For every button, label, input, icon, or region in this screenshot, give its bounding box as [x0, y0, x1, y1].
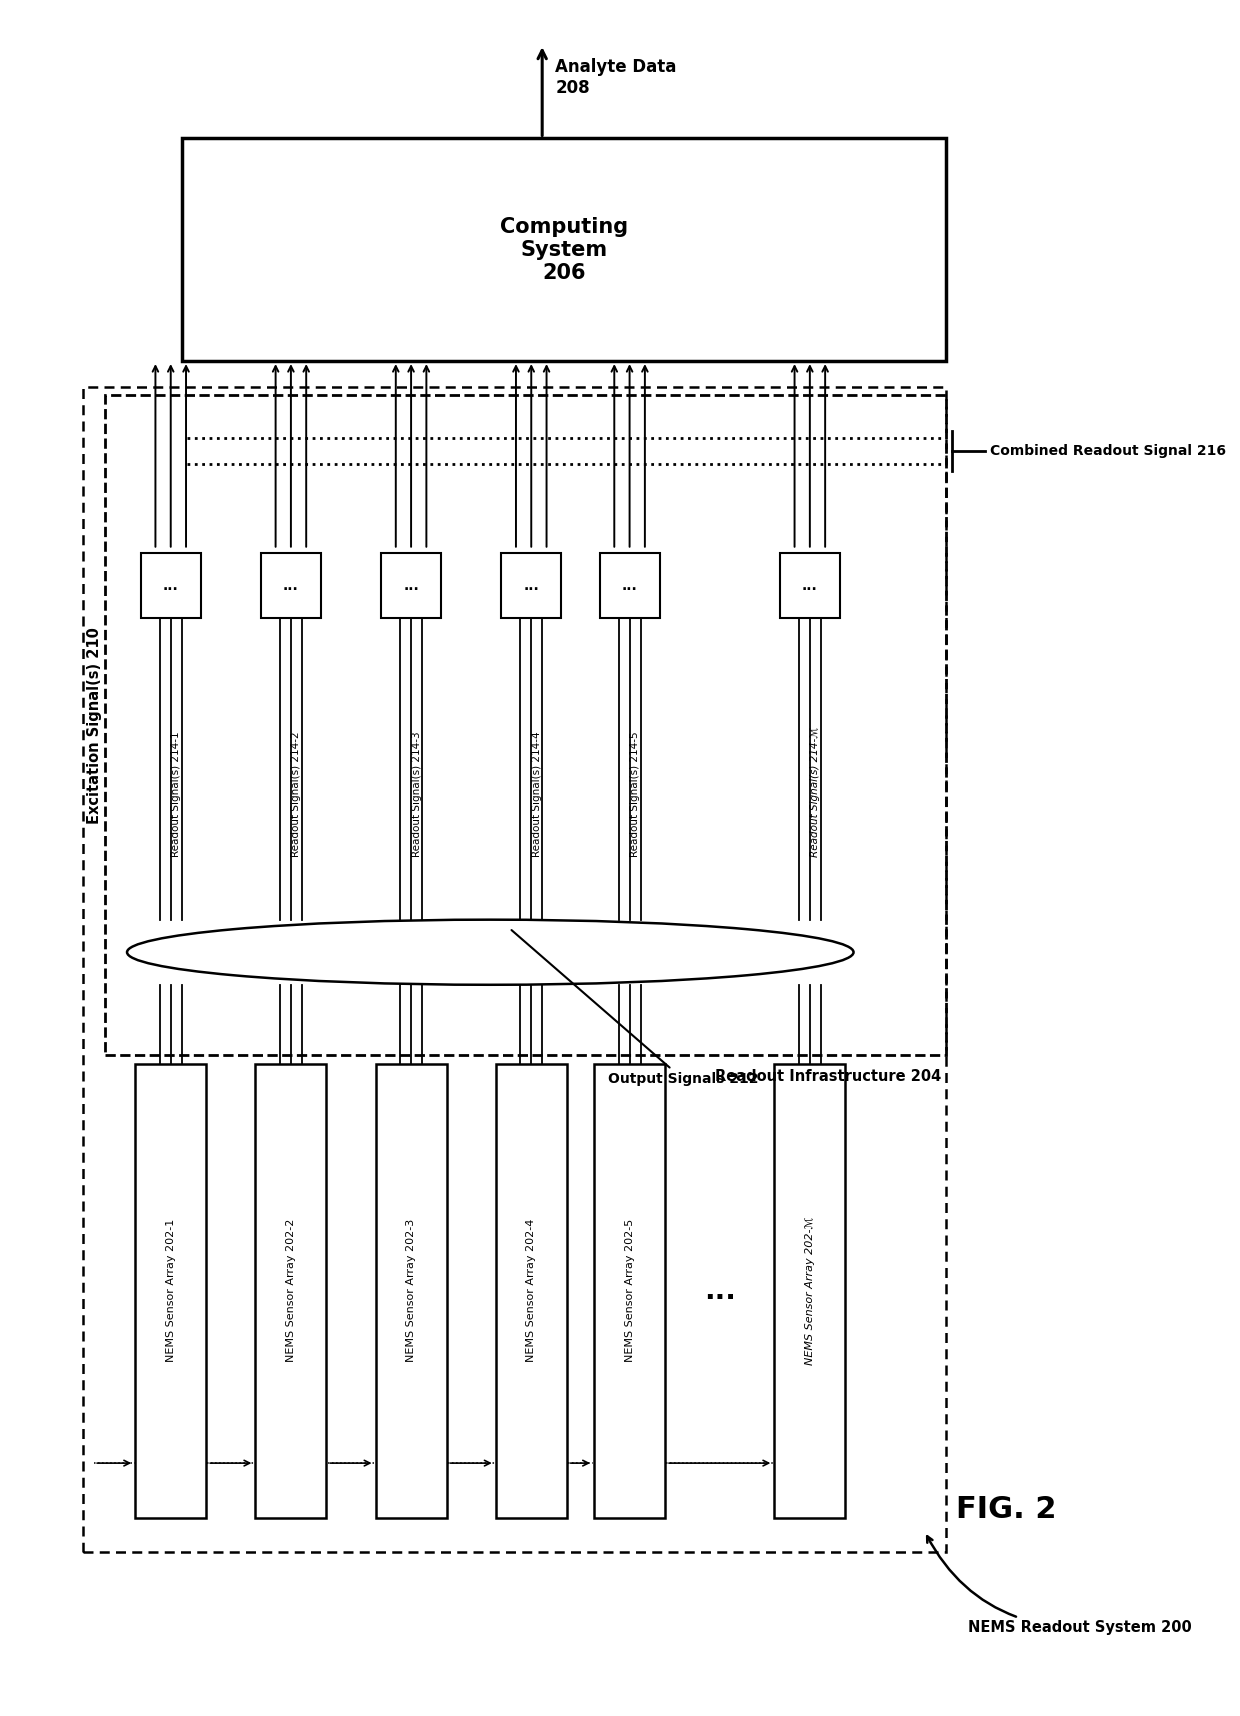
Text: NEMS Sensor Array 202-2: NEMS Sensor Array 202-2 [286, 1218, 296, 1363]
Bar [780, 553, 839, 618]
Bar [105, 395, 946, 1055]
Text: NEMS Sensor Array 202-5: NEMS Sensor Array 202-5 [625, 1218, 635, 1363]
Text: Output Signals 212: Output Signals 212 [512, 930, 758, 1086]
Text: NEMS Readout System 200: NEMS Readout System 200 [928, 1536, 1192, 1635]
Bar [255, 1064, 326, 1517]
Text: ...: ... [704, 1277, 735, 1304]
Text: ...: ... [523, 578, 539, 592]
Text: Readout Signal(s) 214-3: Readout Signal(s) 214-3 [412, 731, 422, 858]
Text: FIG. 2: FIG. 2 [956, 1495, 1056, 1524]
Text: Excitation Signal(s) 210: Excitation Signal(s) 210 [87, 626, 102, 824]
Text: ...: ... [162, 578, 179, 592]
Text: NEMS Sensor Array 202-ℳ: NEMS Sensor Array 202-ℳ [805, 1217, 815, 1364]
Text: Readout Signal(s) 214-2: Readout Signal(s) 214-2 [291, 731, 301, 858]
Bar [496, 1064, 567, 1517]
Text: Computing
System
206: Computing System 206 [500, 216, 629, 283]
Bar [140, 553, 201, 618]
Text: Readout Infrastructure 204: Readout Infrastructure 204 [714, 1069, 941, 1085]
Text: Readout Signal(s) 214-ℳ: Readout Signal(s) 214-ℳ [810, 728, 821, 858]
Bar [594, 1064, 665, 1517]
Ellipse shape [126, 920, 853, 985]
Bar [83, 386, 946, 1551]
Text: NEMS Sensor Array 202-1: NEMS Sensor Array 202-1 [166, 1218, 176, 1363]
Bar [181, 139, 946, 360]
Text: Analyte Data
208: Analyte Data 208 [556, 58, 677, 98]
Text: ...: ... [283, 578, 299, 592]
Text: Readout Signal(s) 214-5: Readout Signal(s) 214-5 [630, 731, 640, 858]
Text: NEMS Sensor Array 202-3: NEMS Sensor Array 202-3 [405, 1218, 417, 1363]
Bar [600, 553, 660, 618]
Text: Readout Signal(s) 214-4: Readout Signal(s) 214-4 [532, 731, 542, 858]
Text: Readout Signal(s) 214-1: Readout Signal(s) 214-1 [171, 731, 181, 858]
Bar [376, 1064, 446, 1517]
Text: ...: ... [403, 578, 419, 592]
Text: NEMS Sensor Array 202-4: NEMS Sensor Array 202-4 [526, 1218, 536, 1363]
Bar [135, 1064, 206, 1517]
Text: ...: ... [802, 578, 817, 592]
Bar [381, 553, 441, 618]
Bar [774, 1064, 846, 1517]
Bar [260, 553, 321, 618]
Text: ...: ... [621, 578, 637, 592]
Text: Combined Readout Signal 216: Combined Readout Signal 216 [990, 444, 1226, 458]
Bar [501, 553, 562, 618]
